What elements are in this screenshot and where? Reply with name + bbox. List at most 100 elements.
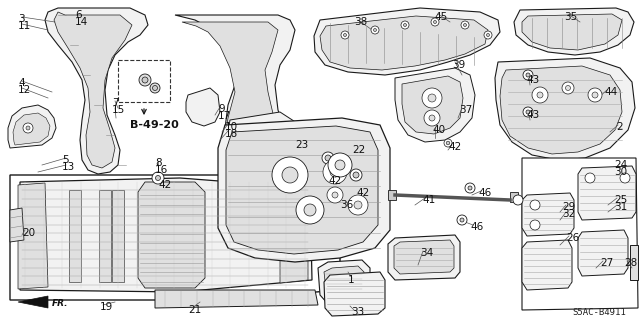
Polygon shape <box>500 66 622 154</box>
Polygon shape <box>522 193 574 236</box>
Text: 26: 26 <box>566 233 579 243</box>
Bar <box>510 192 518 202</box>
Circle shape <box>344 33 346 36</box>
Circle shape <box>523 70 533 80</box>
Circle shape <box>523 107 533 117</box>
Circle shape <box>433 20 436 24</box>
Circle shape <box>152 172 164 184</box>
Polygon shape <box>155 290 318 308</box>
Text: 39: 39 <box>452 60 465 70</box>
Text: 3: 3 <box>18 14 24 24</box>
Circle shape <box>484 31 492 39</box>
Text: 33: 33 <box>351 307 364 317</box>
Text: 35: 35 <box>564 12 577 22</box>
Circle shape <box>446 141 450 145</box>
Text: 31: 31 <box>614 202 627 212</box>
Circle shape <box>142 77 148 83</box>
Text: 43: 43 <box>526 75 540 85</box>
Polygon shape <box>112 190 124 282</box>
Polygon shape <box>69 190 81 282</box>
Circle shape <box>401 21 409 29</box>
Polygon shape <box>522 240 572 290</box>
Text: 17: 17 <box>218 111 231 121</box>
Circle shape <box>532 87 548 103</box>
Text: 20: 20 <box>22 228 35 238</box>
Polygon shape <box>578 230 628 276</box>
Text: 14: 14 <box>75 17 88 27</box>
Text: 6: 6 <box>75 10 82 20</box>
Circle shape <box>322 152 334 164</box>
Text: 42: 42 <box>158 180 172 190</box>
Circle shape <box>513 195 523 205</box>
Polygon shape <box>522 158 638 310</box>
Text: 32: 32 <box>562 209 575 219</box>
Text: B-49-20: B-49-20 <box>130 120 179 130</box>
Circle shape <box>468 186 472 190</box>
Circle shape <box>566 85 570 91</box>
Circle shape <box>530 220 540 230</box>
Circle shape <box>150 83 160 93</box>
Circle shape <box>588 88 602 102</box>
Circle shape <box>585 173 595 183</box>
Text: FR.: FR. <box>52 299 68 308</box>
Circle shape <box>304 204 316 216</box>
Circle shape <box>26 126 30 130</box>
Circle shape <box>332 192 338 198</box>
Polygon shape <box>320 16 488 70</box>
Text: 11: 11 <box>18 21 31 31</box>
Circle shape <box>323 160 347 184</box>
Text: 5: 5 <box>62 155 68 165</box>
Circle shape <box>429 115 435 121</box>
Text: 18: 18 <box>225 129 238 139</box>
Text: 9: 9 <box>218 104 225 114</box>
Text: 46: 46 <box>478 188 492 198</box>
Text: 44: 44 <box>604 87 617 97</box>
Circle shape <box>350 169 362 181</box>
Text: 27: 27 <box>600 258 613 268</box>
Polygon shape <box>8 105 56 148</box>
Circle shape <box>526 110 530 114</box>
Text: 37: 37 <box>459 105 472 115</box>
Text: 38: 38 <box>354 17 367 27</box>
Polygon shape <box>225 112 305 175</box>
Polygon shape <box>10 208 24 242</box>
Circle shape <box>562 82 574 94</box>
Text: 10: 10 <box>225 122 238 132</box>
Text: 41: 41 <box>422 195 435 205</box>
Polygon shape <box>395 68 475 142</box>
Circle shape <box>428 94 436 102</box>
Polygon shape <box>175 15 295 162</box>
Circle shape <box>461 21 469 29</box>
Polygon shape <box>630 245 638 280</box>
Circle shape <box>457 215 467 225</box>
Circle shape <box>526 73 530 77</box>
Text: 42: 42 <box>448 142 461 152</box>
Polygon shape <box>45 8 148 174</box>
Text: 19: 19 <box>100 302 113 312</box>
Circle shape <box>620 173 630 183</box>
Circle shape <box>325 155 331 161</box>
Circle shape <box>330 167 340 177</box>
Text: 15: 15 <box>112 105 125 115</box>
Circle shape <box>272 157 308 193</box>
Circle shape <box>371 26 379 34</box>
Polygon shape <box>324 272 385 316</box>
Polygon shape <box>578 166 636 220</box>
Circle shape <box>431 18 439 26</box>
Text: 29: 29 <box>562 202 575 212</box>
Circle shape <box>460 218 464 222</box>
Polygon shape <box>318 260 370 304</box>
Circle shape <box>335 160 345 170</box>
Circle shape <box>341 31 349 39</box>
Circle shape <box>444 139 452 147</box>
Polygon shape <box>13 113 50 145</box>
Circle shape <box>530 200 540 210</box>
Text: 16: 16 <box>155 165 168 175</box>
Circle shape <box>296 196 324 224</box>
Text: 34: 34 <box>420 248 433 258</box>
Polygon shape <box>99 190 111 282</box>
Text: 42: 42 <box>328 176 341 186</box>
Circle shape <box>354 201 362 209</box>
Circle shape <box>348 195 368 215</box>
Text: 2: 2 <box>616 122 623 132</box>
